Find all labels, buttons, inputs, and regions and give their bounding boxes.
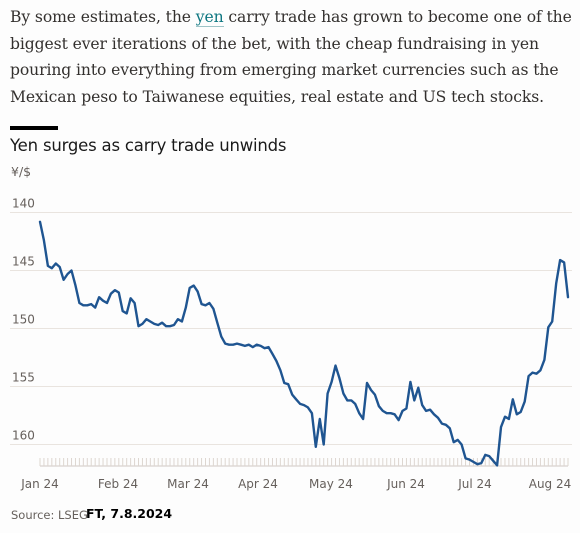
y-tick-labels: 140 145 150 155 160 [12,197,35,443]
x-tick-label-jan-24: Jan 24 [20,477,59,491]
y-tick-label-160: 160 [12,429,35,443]
grid-layer [10,212,572,445]
chart-plot: 140 145 150 155 160 Jan 24 Feb 24 Mar 24 Apr 24… [10,197,572,491]
series-line-0 [38,220,570,467]
credit-label: FT, 7.8.2024 [86,506,173,521]
x-tick-label-jul-24: Jul 24 [457,477,492,491]
y-tick-label-140: 140 [12,197,35,211]
article-text-before-link: By some estimates, the [10,8,196,26]
x-tick-label-aug-24: Aug 24 [529,477,572,491]
y-tick-label-145: 145 [12,255,35,269]
y-axis-unit-label: ¥/$ [11,164,32,179]
source-label: Source: LSEG [11,508,88,522]
y-tick-label-150: 150 [12,313,35,327]
y-tick-label-155: 155 [12,371,35,385]
x-tick-label-jun-24: Jun 24 [386,477,425,491]
x-tick-labels: Jan 24 Feb 24 Mar 24 Apr 24 May 24 Jun 24 Jul … [20,477,571,491]
x-axis [39,458,569,467]
yen-link[interactable]: yen [195,8,224,27]
x-tick-label-may-24: May 24 [309,477,353,491]
chart-title: Yen surges as carry trade unwinds [10,136,287,155]
article-paragraph: By some estimates, the yen carry trade h… [10,4,572,110]
article-text-after-link: carry trade has grown to become one of t… [10,8,572,106]
x-tick-label-mar-24: Mar 24 [167,477,209,491]
chart-title-rule [10,126,58,130]
x-tick-label-apr-24: Apr 24 [238,477,278,491]
x-tick-label-feb-24: Feb 24 [98,477,138,491]
series-layer [38,220,570,467]
